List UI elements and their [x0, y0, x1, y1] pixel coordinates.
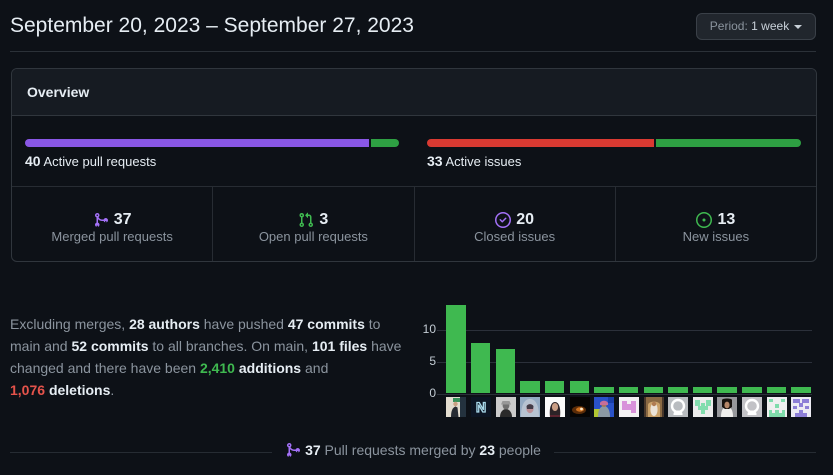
svg-text:N: N: [476, 399, 486, 415]
